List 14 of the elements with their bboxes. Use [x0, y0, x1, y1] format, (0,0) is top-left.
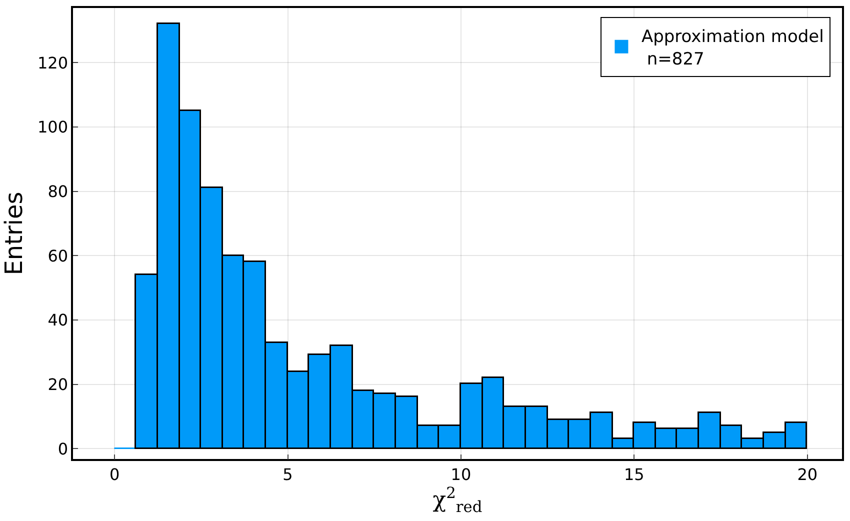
y-tick-label: 0	[58, 439, 68, 458]
x-tick-label: 15	[624, 464, 644, 484]
legend-label: Approximation model n=827	[641, 27, 824, 70]
x-tick-label: 20	[797, 464, 818, 484]
y-tick-label: 20	[48, 374, 68, 394]
y-tick-label: 60	[48, 246, 68, 266]
x-tick-label: 0	[109, 464, 120, 484]
x-tick-label: 5	[282, 464, 293, 484]
y-tick-label: 120	[38, 53, 68, 72]
x-tick-label: 10	[450, 464, 472, 484]
y-tick-label: 40	[48, 310, 68, 330]
y-axis-title: Entries	[0, 192, 28, 276]
y-tick-label: 100	[38, 118, 68, 137]
y-tick-label: 80	[48, 182, 68, 201]
